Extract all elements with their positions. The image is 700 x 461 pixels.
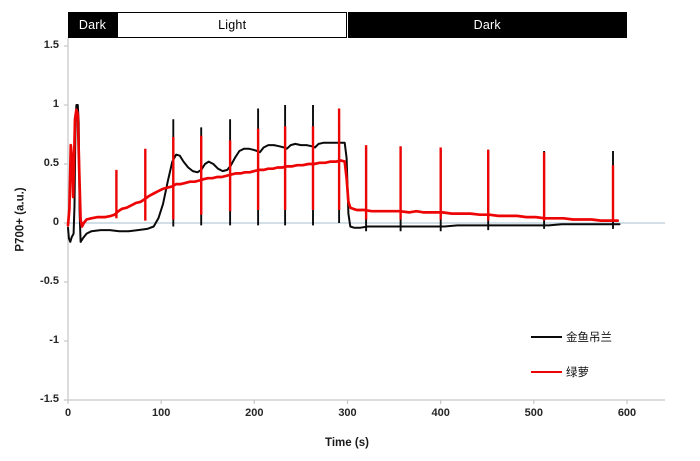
x-tick-label: 500 bbox=[524, 407, 543, 419]
phase-segment-light: Light bbox=[116, 12, 348, 38]
phase-segment-dark: Dark bbox=[68, 12, 117, 38]
x-axis-title: Time (s) bbox=[325, 437, 369, 449]
y-tick-label: -0.5 bbox=[40, 275, 59, 287]
legend-line-swatch-red bbox=[531, 371, 562, 373]
legend-line-swatch-black bbox=[531, 336, 562, 338]
legend-item-red-series: 绿萝 bbox=[531, 362, 612, 382]
x-tick-label: 200 bbox=[245, 407, 264, 419]
legend-label: 金鱼吊兰 bbox=[566, 332, 612, 344]
x-tick-label: 100 bbox=[151, 407, 171, 419]
x-tick-label: 400 bbox=[431, 407, 450, 419]
series-line-0 bbox=[67, 104, 621, 243]
y-tick-label: -1.5 bbox=[40, 393, 59, 405]
y-tick-label: 1.5 bbox=[43, 39, 59, 51]
y-tick-label: 1 bbox=[52, 98, 59, 110]
x-tick-label: 0 bbox=[64, 407, 72, 419]
series-line-1 bbox=[66, 108, 620, 228]
x-tick-label: 600 bbox=[617, 407, 637, 419]
y-tick-label: 0.5 bbox=[43, 157, 59, 169]
legend: 金鱼吊兰 绿萝 bbox=[531, 327, 612, 397]
phase-segment-dark: Dark bbox=[347, 12, 627, 38]
legend-label: 绿萝 bbox=[566, 367, 589, 379]
legend-item-black-series: 金鱼吊兰 bbox=[531, 327, 612, 347]
y-tick-label: 0 bbox=[52, 216, 59, 228]
y-tick-label: -1 bbox=[49, 334, 59, 346]
x-tick-label: 300 bbox=[338, 407, 357, 419]
